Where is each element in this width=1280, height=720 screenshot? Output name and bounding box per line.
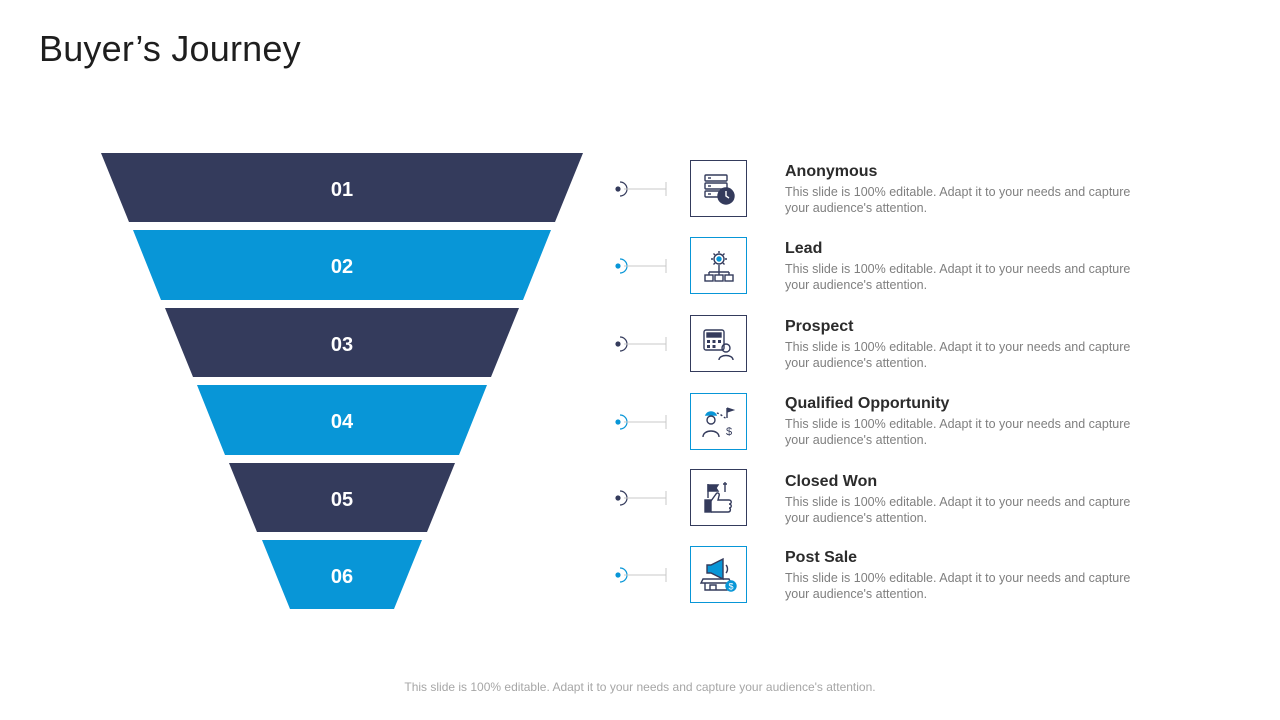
funnel-level-6[interactable]: 06 bbox=[262, 540, 422, 609]
footer-note: This slide is 100% editable. Adapt it to… bbox=[404, 680, 876, 694]
funnel-segment-5 bbox=[229, 463, 455, 532]
funnel-number-6: 06 bbox=[331, 566, 353, 588]
funnel-level-4[interactable]: 04 bbox=[197, 385, 487, 455]
funnel-segment-3 bbox=[165, 308, 519, 377]
icon-box-5 bbox=[690, 469, 747, 526]
funnel-number-3: 03 bbox=[331, 334, 353, 356]
step-desc-3: This slide is 100% editable. Adapt it to… bbox=[785, 340, 1131, 370]
thumbs-up-flag-icon bbox=[703, 481, 732, 513]
connector-3 bbox=[615, 336, 667, 352]
funnel-level-1[interactable]: 01 bbox=[101, 153, 583, 222]
step-title-2: Lead bbox=[785, 240, 823, 257]
calculator-user-icon bbox=[702, 328, 734, 360]
funnel-segment-6 bbox=[262, 540, 422, 609]
step-title-1: Anonymous bbox=[785, 163, 878, 180]
icon-box-4: $ bbox=[690, 393, 747, 450]
connector-2 bbox=[615, 258, 667, 274]
funnel-segment-2 bbox=[133, 230, 551, 300]
step-5: Closed Won This slide is 100% editable. … bbox=[785, 472, 1165, 526]
connector-1 bbox=[615, 181, 667, 197]
funnel-segment-4 bbox=[197, 385, 487, 455]
step-3: Prospect This slide is 100% editable. Ad… bbox=[785, 317, 1165, 371]
funnel-level-5[interactable]: 05 bbox=[229, 463, 455, 532]
funnel-segment-1 bbox=[101, 153, 583, 222]
person-path-flag-icon: $ bbox=[701, 406, 735, 438]
funnel-number-2: 02 bbox=[331, 256, 353, 278]
step-2: Lead This slide is 100% editable. Adapt … bbox=[785, 239, 1165, 293]
step-title-3: Prospect bbox=[785, 318, 854, 335]
step-title-4: Qualified Opportunity bbox=[785, 395, 950, 412]
icon-box-1 bbox=[690, 160, 747, 217]
funnel-diagram: 01 02 03 04 05 06 bbox=[101, 153, 583, 609]
icon-box-2 bbox=[690, 237, 747, 294]
page-title: Buyer’s Journey bbox=[39, 28, 301, 69]
funnel-level-2[interactable]: 02 bbox=[133, 230, 551, 300]
connector-6 bbox=[615, 567, 667, 583]
megaphone-shop-icon: $ bbox=[699, 557, 737, 592]
funnel-number-4: 04 bbox=[331, 411, 354, 433]
funnel-number-1: 01 bbox=[331, 179, 353, 201]
connector-5 bbox=[615, 490, 667, 506]
funnel-level-3[interactable]: 03 bbox=[165, 308, 519, 377]
gear-network-icon bbox=[703, 250, 734, 282]
funnel-number-5: 05 bbox=[331, 489, 353, 511]
step-title-5: Closed Won bbox=[785, 473, 878, 490]
svg-text:$: $ bbox=[728, 581, 733, 591]
step-desc-2: This slide is 100% editable. Adapt it to… bbox=[785, 262, 1131, 292]
step-6: Post Sale This slide is 100% editable. A… bbox=[785, 548, 1165, 602]
icon-box-6: $ bbox=[690, 546, 747, 603]
server-clock-icon bbox=[703, 173, 735, 205]
step-desc-1: This slide is 100% editable. Adapt it to… bbox=[785, 185, 1131, 215]
connector-4 bbox=[615, 414, 667, 430]
step-desc-5: This slide is 100% editable. Adapt it to… bbox=[785, 495, 1131, 525]
step-desc-4: This slide is 100% editable. Adapt it to… bbox=[785, 417, 1131, 447]
step-1: Anonymous This slide is 100% editable. A… bbox=[785, 162, 1165, 216]
step-desc-6: This slide is 100% editable. Adapt it to… bbox=[785, 571, 1131, 601]
svg-text:$: $ bbox=[725, 426, 731, 438]
step-4: Qualified Opportunity This slide is 100%… bbox=[785, 394, 1165, 448]
icon-box-3 bbox=[690, 315, 747, 372]
step-title-6: Post Sale bbox=[785, 549, 858, 566]
